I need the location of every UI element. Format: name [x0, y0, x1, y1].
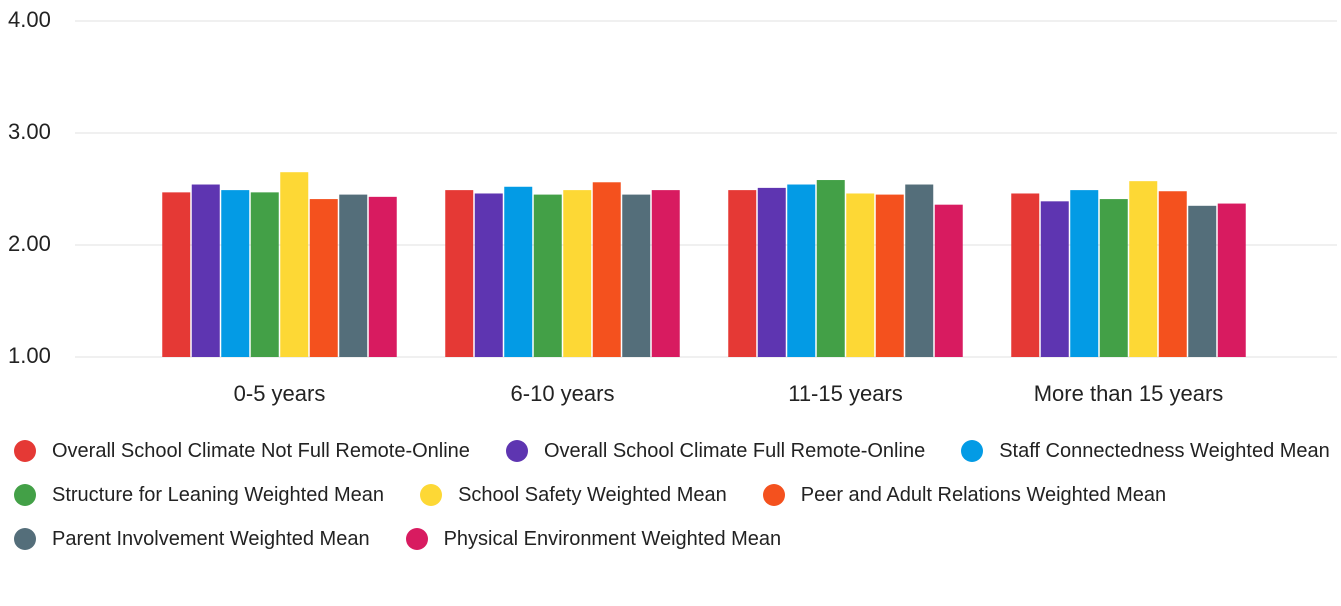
- bar: [1188, 205, 1217, 357]
- legend-label: Physical Environment Weighted Mean: [443, 527, 782, 550]
- legend-label: Overall School Climate Not Full Remote-O…: [52, 439, 470, 462]
- bar: [191, 184, 220, 357]
- legend-item: School Safety Weighted Mean: [420, 480, 727, 510]
- bar: [250, 192, 279, 357]
- legend-item: Overall School Climate Full Remote-Onlin…: [505, 436, 926, 466]
- x-tick-label: 11-15 years: [788, 381, 903, 406]
- bar: [221, 190, 250, 357]
- bar: [846, 193, 875, 357]
- bar: [474, 193, 503, 357]
- bar: [1011, 193, 1040, 357]
- y-tick-label: 2.00: [8, 231, 51, 256]
- bar: [1040, 201, 1069, 357]
- legend-marker: [405, 528, 428, 550]
- legend-marker: [14, 440, 36, 462]
- y-tick-label: 4.00: [8, 7, 51, 32]
- bar: [533, 194, 562, 357]
- bar: [1217, 203, 1246, 357]
- x-tick-label: 0-5 years: [234, 381, 326, 406]
- bar: [563, 190, 592, 357]
- bar: [1070, 190, 1099, 357]
- bar: [162, 192, 191, 357]
- legend-marker: [420, 484, 443, 506]
- legend-label: Staff Connectedness Weighted Mean: [999, 439, 1330, 462]
- bar: [339, 194, 368, 357]
- legend-item: Structure for Leaning Weighted Mean: [14, 480, 384, 510]
- bar: [651, 190, 680, 357]
- legend-item: Staff Connectedness Weighted Mean: [961, 436, 1330, 466]
- legend-item: Physical Environment Weighted Mean: [405, 524, 782, 554]
- legend-item: Overall School Climate Not Full Remote-O…: [14, 436, 470, 466]
- bar: [280, 172, 309, 357]
- y-tick-label: 1.00: [8, 343, 51, 368]
- y-tick-label: 3.00: [8, 119, 51, 144]
- legend-item: Parent Involvement Weighted Mean: [14, 524, 370, 554]
- bar: [1129, 181, 1158, 357]
- bar: [309, 199, 338, 357]
- bar: [905, 184, 934, 357]
- bar: [1158, 191, 1187, 357]
- legend-label: Overall School Climate Full Remote-Onlin…: [543, 439, 926, 462]
- bar: [787, 184, 816, 357]
- legend-marker: [505, 440, 528, 462]
- bar: [504, 186, 533, 357]
- x-tick-label: More than 15 years: [1034, 381, 1224, 406]
- legend-marker: [14, 484, 36, 506]
- legend-marker: [961, 440, 984, 462]
- x-tick-label: 6-10 years: [511, 381, 615, 406]
- legend-label: Parent Involvement Weighted Mean: [52, 527, 370, 550]
- legend-marker: [14, 528, 36, 550]
- bar: [757, 187, 786, 357]
- bar: [875, 194, 904, 357]
- bar: [1099, 199, 1128, 357]
- legend-marker: [762, 484, 785, 506]
- legend-label: Peer and Adult Relations Weighted Mean: [800, 483, 1167, 506]
- bar: [592, 182, 621, 357]
- bar: [622, 194, 651, 357]
- bar: [445, 190, 474, 357]
- legend-item: Peer and Adult Relations Weighted Mean: [762, 480, 1167, 510]
- legend: Overall School Climate Not Full Remote-O…: [14, 436, 1334, 554]
- bar: [728, 190, 757, 357]
- bar: [368, 196, 397, 357]
- legend-label: Structure for Leaning Weighted Mean: [52, 483, 385, 506]
- bar: [934, 204, 963, 357]
- bar: [816, 180, 845, 357]
- legend-label: School Safety Weighted Mean: [458, 483, 727, 506]
- chart: 1.00 2.00 3.00 4.00 0-5 years 6-10 years 11-15…: [8, 7, 1337, 406]
